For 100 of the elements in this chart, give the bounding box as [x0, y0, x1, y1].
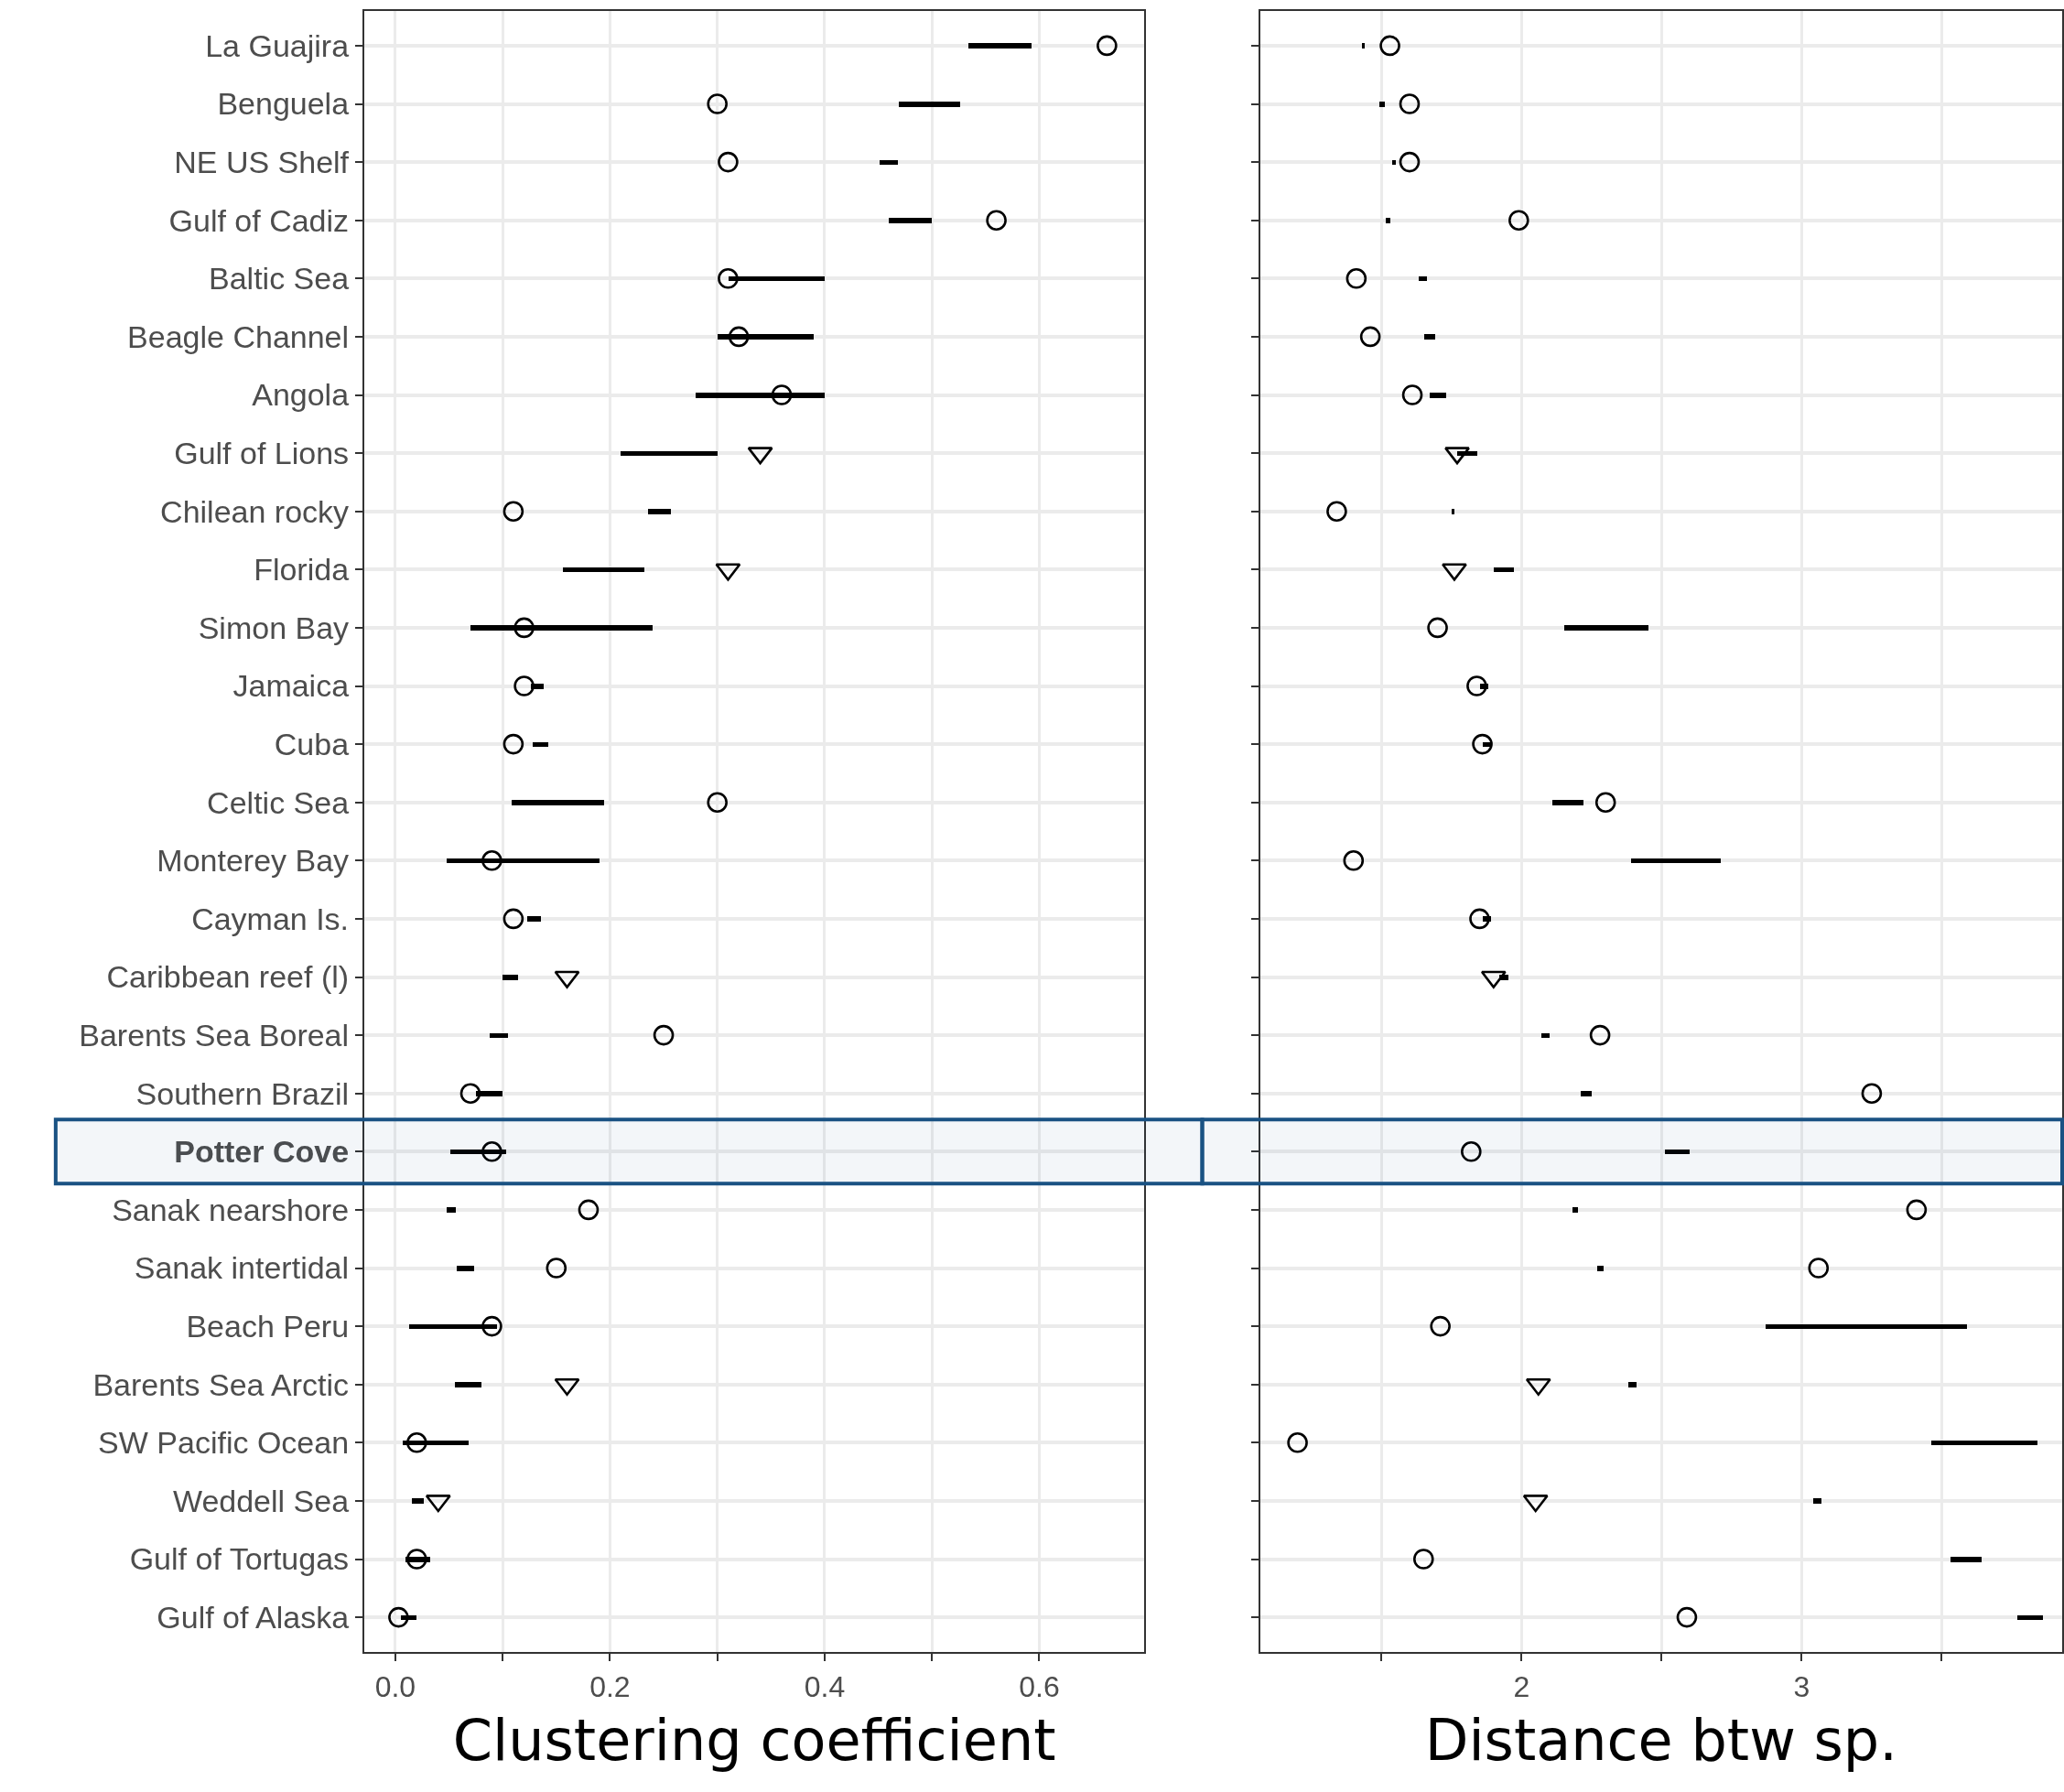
y-tick-label: Barents Sea Arctic: [92, 1366, 350, 1402]
bar: [1429, 392, 1446, 398]
point: [578, 1199, 600, 1221]
point: [1676, 1606, 1698, 1628]
bar: [1572, 1206, 1578, 1213]
x-tick-label: 2: [1513, 1669, 1530, 1703]
point: [1345, 268, 1367, 289]
point: [728, 326, 750, 348]
point: [502, 501, 524, 522]
y-tick-label: Cuba: [274, 727, 350, 762]
point: [1906, 1199, 1928, 1221]
bar: [1385, 217, 1390, 223]
bar: [446, 1206, 456, 1213]
y-tick-label: Beach Peru: [186, 1309, 350, 1344]
y-tick-label: La Guajira: [205, 27, 350, 63]
point: [406, 1432, 427, 1453]
y-tick-label: Benguela: [217, 86, 350, 122]
point: [1508, 210, 1529, 231]
point: [1466, 675, 1487, 696]
point: [718, 151, 739, 173]
point: [1861, 1083, 1883, 1105]
bar: [456, 1265, 474, 1271]
point: [1430, 1315, 1451, 1337]
x-tick-label: 0.4: [804, 1669, 846, 1703]
point: [1461, 1141, 1482, 1162]
point: [1589, 1024, 1611, 1046]
point: [1359, 326, 1381, 348]
point: [653, 1024, 675, 1046]
point: [771, 384, 793, 405]
point: [502, 908, 524, 930]
point: [1594, 792, 1616, 813]
point: [1427, 617, 1448, 639]
point: [1808, 1258, 1830, 1279]
bar: [1423, 333, 1435, 340]
y-tick-label: Gulf of Tortugas: [129, 1541, 350, 1577]
point: [481, 1141, 502, 1162]
y-tick-label: Baltic Sea: [208, 261, 350, 297]
y-tick-label: Gulf of Alaska: [157, 1600, 350, 1635]
point: [1399, 93, 1421, 114]
y-tick-label: Simon Bay: [198, 610, 350, 645]
bar: [1664, 1149, 1690, 1154]
bar: [411, 1497, 424, 1504]
bar: [2016, 1614, 2043, 1620]
point: [1379, 35, 1400, 57]
point: [1097, 35, 1118, 57]
x-tick-label: 0.6: [1019, 1669, 1060, 1703]
y-tick-label: Barents Sea Boreal: [79, 1018, 350, 1053]
bar: [454, 1381, 481, 1387]
y-tick-label: Jamaica: [232, 668, 350, 704]
y-tick-label: Beagle Channel: [127, 318, 350, 354]
point: [718, 268, 739, 289]
bar: [898, 101, 960, 107]
bar: [967, 42, 1032, 49]
point: [513, 617, 535, 639]
point: [481, 1315, 502, 1337]
point: [1343, 850, 1365, 871]
y-tick-label: Monterey Bay: [157, 843, 350, 879]
y-tick-label: Chilean rocky: [160, 493, 350, 529]
bar: [888, 217, 932, 223]
point: [1287, 1432, 1308, 1453]
point: [707, 93, 728, 114]
bar: [1930, 1440, 2037, 1445]
bar: [502, 974, 518, 980]
bar: [1580, 1090, 1592, 1096]
point: [1326, 501, 1347, 522]
y-tick-label: Cayman Is.: [191, 901, 350, 936]
x-tick-label: 0.0: [374, 1669, 416, 1703]
bar: [1451, 508, 1454, 514]
bar: [1418, 275, 1427, 281]
point: [707, 792, 728, 813]
point: [459, 1083, 481, 1105]
y-tick-label: Gulf of Cadiz: [168, 202, 350, 238]
bar: [1391, 159, 1396, 165]
point: [513, 675, 535, 696]
point: [1472, 733, 1493, 755]
bar: [879, 159, 898, 165]
x-axis-title: Distance btw sp.: [1424, 1707, 1897, 1775]
point: [1413, 1549, 1434, 1570]
y-tick-label: Southern Brazil: [135, 1075, 350, 1111]
bar: [511, 799, 604, 805]
bar: [532, 741, 548, 747]
y-tick-label: Potter Cove: [174, 1134, 350, 1170]
bar: [1765, 1323, 1967, 1329]
y-tick-label: Celtic Sea: [207, 784, 350, 820]
bar: [1551, 799, 1583, 805]
bar: [1630, 858, 1721, 863]
bar: [647, 508, 671, 514]
point: [481, 850, 502, 871]
bar: [1627, 1381, 1637, 1387]
y-tick-label: SW Pacific Ocean: [98, 1425, 350, 1461]
point: [406, 1549, 427, 1570]
bar: [526, 915, 541, 922]
y-tick-label: Gulf of Lions: [174, 436, 350, 471]
bar: [620, 450, 718, 456]
bar: [1950, 1556, 1982, 1562]
point: [986, 210, 1007, 231]
bar: [1540, 1032, 1550, 1038]
bar: [1812, 1497, 1821, 1504]
y-tick-label: Sanak nearshore: [112, 1192, 350, 1227]
y-tick-label: Florida: [254, 552, 350, 588]
